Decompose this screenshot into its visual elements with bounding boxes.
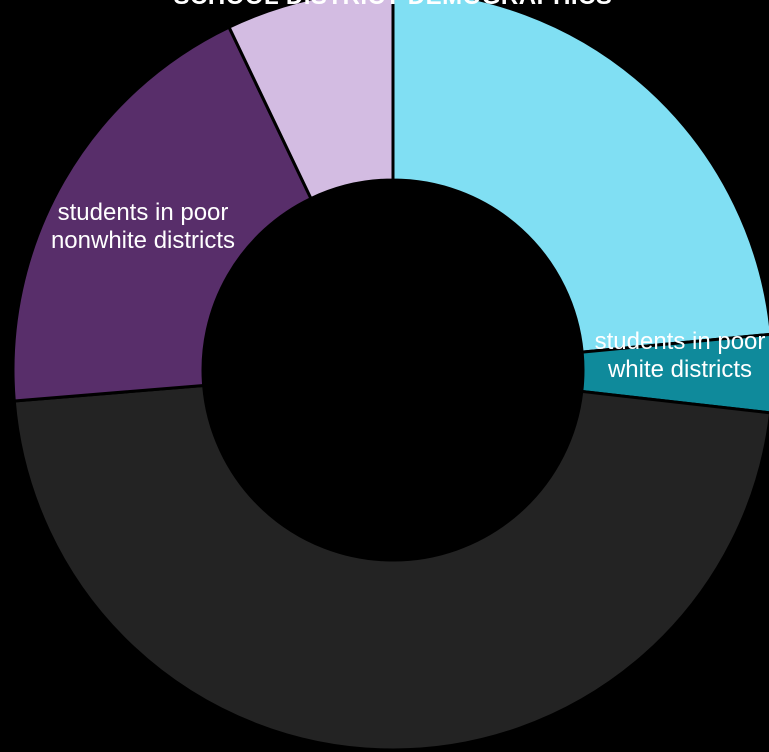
slice-label-4: students in poor nonwhite districts bbox=[51, 199, 235, 254]
slice-label-line: students in poor bbox=[595, 328, 766, 355]
donut-slice-1 bbox=[391, 0, 769, 354]
slice-label-line: white districts bbox=[607, 356, 752, 383]
chart-title: SCHOOL DISTRICT DEMOGRAPHICS bbox=[174, 0, 613, 10]
slice-label-2: students in poor white districts bbox=[595, 328, 766, 383]
slice-label-line: nonwhite districts bbox=[51, 227, 235, 254]
donut-slices bbox=[11, 0, 769, 752]
slice-label-line: students in poor bbox=[58, 199, 229, 226]
slice-labels: students in poor white districtsstudents … bbox=[51, 199, 765, 383]
donut-hole bbox=[203, 180, 583, 560]
